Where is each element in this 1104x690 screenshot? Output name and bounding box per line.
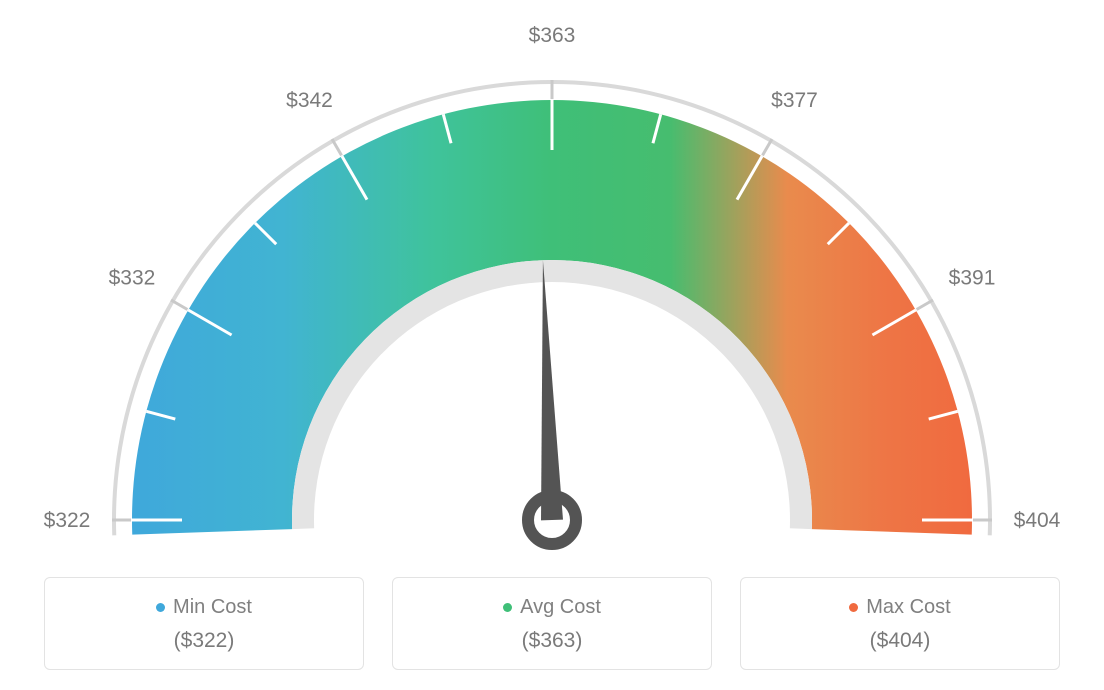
legend-title-text: Min Cost — [173, 596, 252, 618]
legend-dot-icon — [156, 603, 165, 612]
legend-title: Max Cost — [741, 596, 1059, 619]
gauge-svg: $322 $332 $342 $363 $377 $391 $404 — [0, 0, 1104, 560]
gauge-tick-label: $342 — [286, 89, 333, 112]
legend-dot-icon — [503, 603, 512, 612]
legend-title-text: Avg Cost — [520, 596, 601, 618]
legend-card: Avg Cost ($363) — [392, 577, 712, 670]
legend-row: Min Cost ($322) Avg Cost ($363) Max Cost ($40… — [0, 577, 1104, 670]
legend-card: Min Cost ($322) — [44, 577, 364, 670]
legend-value: ($404) — [741, 629, 1059, 653]
legend-title: Avg Cost — [393, 596, 711, 619]
legend-title: Min Cost — [45, 596, 363, 619]
gauge-tick-label: $332 — [109, 267, 156, 290]
legend-value: ($363) — [393, 629, 711, 653]
legend-card: Max Cost ($404) — [740, 577, 1060, 670]
gauge-tick-label: $377 — [771, 89, 818, 112]
gauge-tick-label: $322 — [44, 509, 91, 532]
gauge-needle — [541, 260, 563, 520]
gauge-tick-label: $391 — [949, 267, 996, 290]
gauge-tick-label: $363 — [529, 24, 576, 47]
gauge-chart: $322 $332 $342 $363 $377 $391 $404 — [0, 0, 1104, 560]
gauge-tick-label: $404 — [1014, 509, 1061, 532]
legend-dot-icon — [849, 603, 858, 612]
legend-title-text: Max Cost — [866, 596, 950, 618]
legend-value: ($322) — [45, 629, 363, 653]
